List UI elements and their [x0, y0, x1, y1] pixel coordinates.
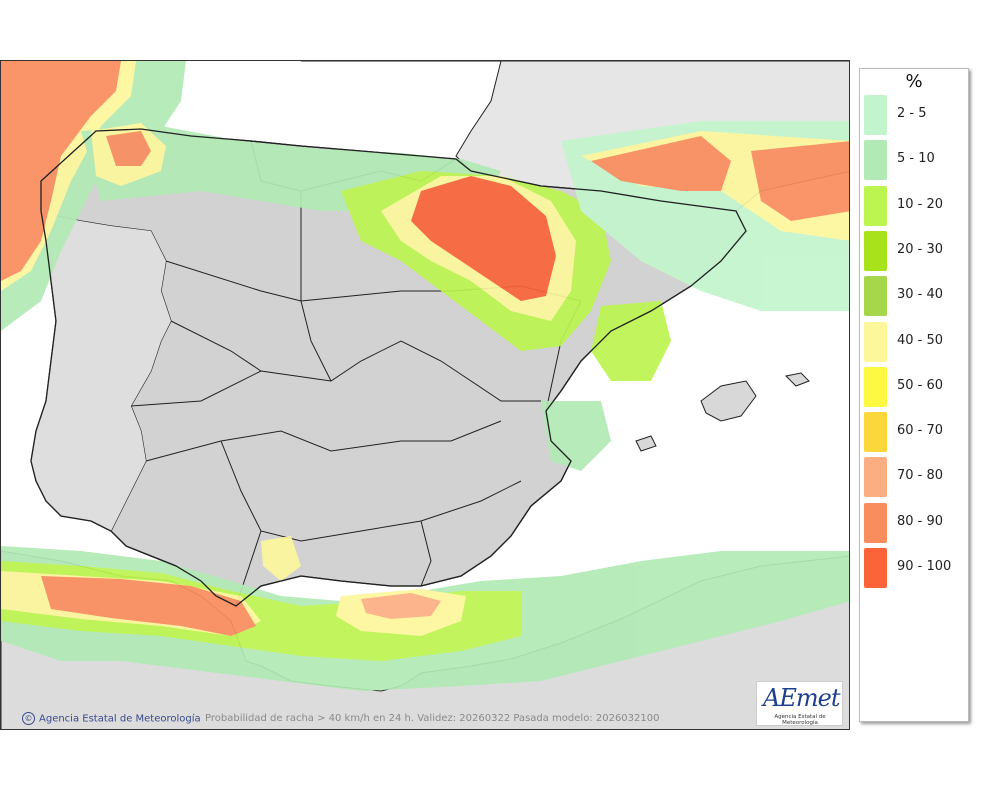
legend-label: 50 - 60 — [897, 377, 944, 393]
legend-swatch — [864, 185, 887, 226]
prob-zone-alboran-max — [361, 593, 441, 619]
legend-label: 40 - 50 — [897, 332, 944, 348]
probability-map — [1, 61, 849, 729]
legend-item: 30 - 40 — [864, 276, 968, 317]
legend-swatch — [864, 276, 887, 317]
legend-label: 60 - 70 — [897, 423, 944, 439]
aemet-logo: AEmet Agencia Estatal de Meteorología — [756, 681, 843, 726]
legend-swatch — [864, 230, 887, 271]
probability-overlay — [1, 61, 849, 691]
legend-item: 40 - 50 — [864, 321, 968, 362]
prob-zone-balearic-sea — [591, 301, 671, 381]
aemet-logo-text: AEmet — [763, 684, 840, 712]
legend-swatch — [864, 548, 887, 588]
legend-label: 10 - 20 — [897, 196, 944, 212]
legend-swatch — [864, 321, 887, 362]
legend-panel: % 2 - 5 5 - 10 10 - 20 20 - 30 30 - 40 40 - 5… — [859, 68, 969, 722]
prob-zone-valencia — [541, 401, 611, 471]
legend-swatch — [864, 502, 887, 543]
legend-swatch — [864, 457, 887, 498]
agency-credit: © Agencia Estatal de Meteorología — [22, 712, 201, 725]
legend-label: 90 - 100 — [897, 559, 952, 574]
prob-zone-gulf-of-lion-max — [591, 136, 731, 191]
legend-label: 2 - 5 — [897, 106, 927, 121]
legend-swatch — [864, 366, 887, 407]
menorca-island — [784, 372, 810, 387]
prob-zone-ebro-max — [411, 176, 556, 301]
copyright-icon: © — [22, 712, 35, 725]
map-caption: Probabilidad de racha > 40 km/h en 24 h.… — [205, 713, 660, 724]
legend-label: 80 - 90 — [897, 513, 944, 529]
legend-title: % — [905, 71, 923, 92]
legend-item: 70 - 80 — [864, 457, 968, 498]
legend-item: 20 - 30 — [864, 230, 968, 271]
legend-item: 10 - 20 — [864, 185, 968, 226]
legend-swatch — [864, 95, 887, 135]
mallorca-island — [700, 380, 757, 422]
prob-zone-galicia-max — [106, 131, 151, 166]
legend-item: 2 - 5 — [864, 95, 968, 135]
legend-label: 70 - 80 — [897, 468, 944, 484]
legend-swatch — [864, 412, 887, 453]
prob-zone-atlantic-nw-max — [1, 61, 121, 281]
legend-item: 80 - 90 — [864, 502, 968, 543]
legend-label: 5 - 10 — [897, 151, 935, 167]
ibiza-island — [635, 435, 657, 452]
map-panel[interactable]: AEmet Agencia Estatal de Meteorología — [0, 60, 850, 730]
legend-label: 20 - 30 — [897, 241, 944, 257]
iberia-coastline — [30, 128, 747, 607]
prob-zone-strait-max — [41, 576, 256, 636]
prob-zone-malaga — [261, 536, 301, 581]
legend-item: 50 - 60 — [864, 366, 968, 407]
legend-item: 60 - 70 — [864, 412, 968, 453]
legend-item: 5 - 10 — [864, 140, 968, 181]
legend-label: 30 - 40 — [897, 287, 944, 303]
portugal-landmass — [31, 216, 171, 531]
legend-swatch — [864, 140, 887, 181]
aemet-logo-subtitle: Agencia Estatal de Meteorología — [774, 714, 826, 726]
legend-item: 90 - 100 — [864, 548, 968, 588]
prob-zone-cap-creus — [751, 141, 849, 221]
agency-credit-text: Agencia Estatal de Meteorología — [39, 713, 201, 725]
